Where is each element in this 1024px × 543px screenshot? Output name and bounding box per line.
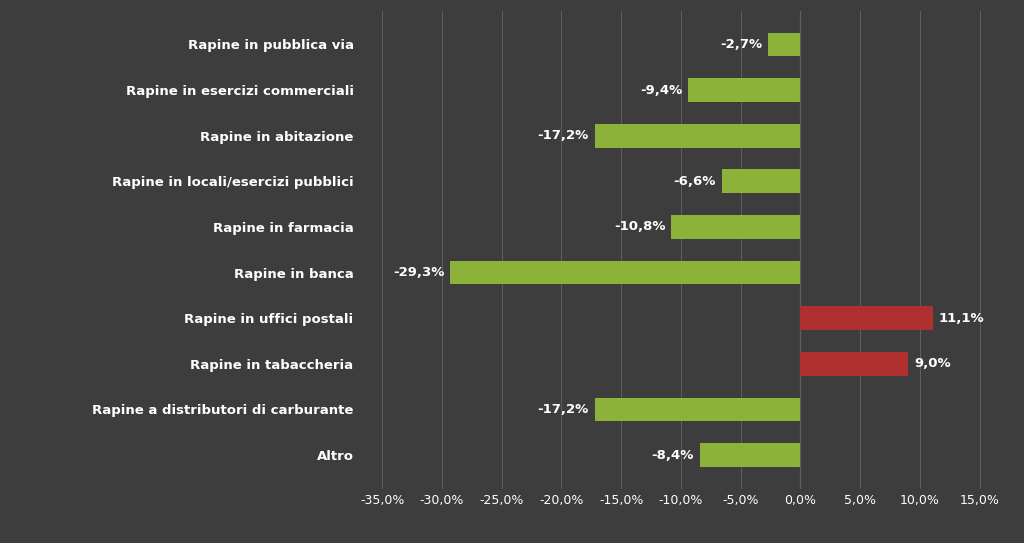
Text: -2,7%: -2,7%: [720, 38, 762, 51]
Bar: [700, 443, 801, 467]
Text: -29,3%: -29,3%: [393, 266, 444, 279]
Bar: [801, 306, 933, 330]
Bar: [451, 261, 801, 285]
Bar: [688, 78, 801, 102]
Text: -6,6%: -6,6%: [673, 175, 716, 188]
Text: -17,2%: -17,2%: [538, 129, 589, 142]
Bar: [768, 33, 801, 56]
Text: -10,8%: -10,8%: [614, 220, 666, 233]
Bar: [801, 352, 908, 376]
Text: -17,2%: -17,2%: [538, 403, 589, 416]
Text: -9,4%: -9,4%: [640, 84, 682, 97]
Bar: [672, 215, 801, 239]
Text: 9,0%: 9,0%: [913, 357, 950, 370]
Bar: [595, 397, 801, 421]
Text: 11,1%: 11,1%: [939, 312, 985, 325]
Bar: [722, 169, 801, 193]
Text: -8,4%: -8,4%: [651, 449, 694, 462]
Bar: [595, 124, 801, 148]
